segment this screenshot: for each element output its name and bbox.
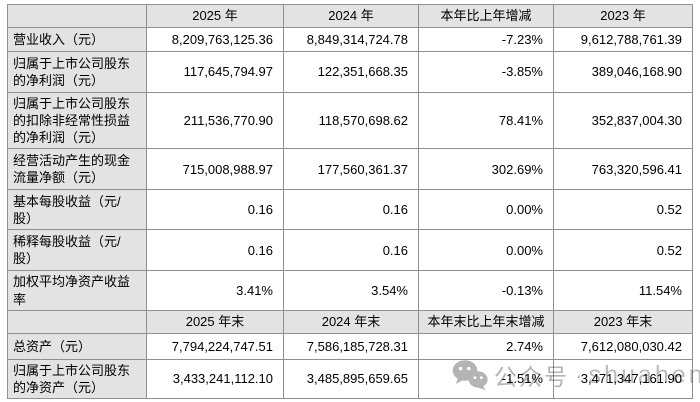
value-cell: 8,209,763,125.36 bbox=[146, 27, 284, 52]
table-row: 归属于上市公司股东的净利润（元） 117,645,794.97 122,351,66… bbox=[7, 51, 693, 93]
column-header: 2025 年末 bbox=[146, 309, 284, 334]
value-cell: -3.85% bbox=[418, 51, 554, 93]
value-cell: 7,794,224,747.51 bbox=[146, 332, 284, 360]
value-cell: 715,008,988.97 bbox=[146, 148, 284, 191]
column-header: 2024 年末 bbox=[283, 309, 419, 334]
column-header: 2025 年 bbox=[146, 4, 284, 28]
value-cell: 3,485,895,659.65 bbox=[283, 358, 419, 400]
table-row: 加权平均净资产收益率 3.41% 3.54% -0.13% 11.54% bbox=[7, 270, 693, 311]
value-cell: 0.52 bbox=[553, 229, 693, 272]
value-cell: 389,046,168.90 bbox=[553, 51, 693, 93]
table-row: 归属于上市公司股东的净资产（元） 3,433,241,112.10 3,485,89… bbox=[7, 358, 693, 400]
value-cell: 117,645,794.97 bbox=[146, 51, 284, 93]
value-cell: 118,570,698.62 bbox=[283, 91, 419, 150]
value-cell: 352,837,004.30 bbox=[553, 91, 693, 150]
value-cell: 3,433,241,112.10 bbox=[146, 358, 284, 400]
header-row: 2025 年 2024 年本年比上年增减 2023 年 bbox=[7, 4, 693, 28]
value-cell: 0.00% bbox=[418, 229, 554, 272]
value-cell: -7.23% bbox=[418, 27, 554, 52]
corner-cell bbox=[7, 309, 147, 334]
table-row: 归属于上市公司股东的扣除非经常性损益的净利润（元） 211,536,770.90 1… bbox=[7, 91, 693, 150]
row-label-cell: 归属于上市公司股东的扣除非经常性损益的净利润（元） bbox=[7, 91, 147, 150]
value-cell: 9,612,788,761.39 bbox=[553, 27, 693, 52]
table-row: 基本每股收益（元/股） 0.16 0.16 0.00% 0.52 bbox=[7, 189, 693, 231]
financial-summary-table: 2025 年 2024 年本年比上年增减 2023 年营业收入（元） 8,209,76… bbox=[7, 4, 693, 400]
value-cell: -1.51% bbox=[418, 358, 554, 400]
value-cell: 177,560,361.37 bbox=[283, 148, 419, 191]
table-row: 经营活动产生的现金流量净额（元） 715,008,988.97 177,560,36… bbox=[7, 148, 693, 191]
value-cell: 763,320,596.41 bbox=[553, 148, 693, 191]
value-cell: -0.13% bbox=[418, 270, 554, 311]
row-label-cell: 营业收入（元） bbox=[7, 27, 147, 52]
value-cell: 0.16 bbox=[283, 229, 419, 272]
value-cell: 2.74% bbox=[418, 332, 554, 360]
column-header: 2023 年 bbox=[553, 4, 693, 28]
column-header: 2024 年 bbox=[283, 4, 419, 28]
header-row: 2025 年末 2024 年末 本年末比上年末增减 2023 年末 bbox=[7, 309, 693, 334]
value-cell: 122,351,668.35 bbox=[283, 51, 419, 93]
row-label-cell: 加权平均净资产收益率 bbox=[7, 270, 147, 311]
table-row: 总资产（元） 7,794,224,747.51 7,586,185,728.31 2.… bbox=[7, 332, 693, 360]
row-label-cell: 归属于上市公司股东的净利润（元） bbox=[7, 51, 147, 93]
row-label-cell: 经营活动产生的现金流量净额（元） bbox=[7, 148, 147, 191]
row-label-cell: 基本每股收益（元/股） bbox=[7, 189, 147, 231]
row-label-cell: 稀释每股收益（元/股） bbox=[7, 229, 147, 272]
value-cell: 0.16 bbox=[146, 229, 284, 272]
value-cell: 211,536,770.90 bbox=[146, 91, 284, 150]
value-cell: 0.00% bbox=[418, 189, 554, 231]
value-cell: 78.41% bbox=[418, 91, 554, 150]
table-row: 稀释每股收益（元/股） 0.16 0.16 0.00% 0.52 bbox=[7, 229, 693, 272]
row-label-cell: 归属于上市公司股东的净资产（元） bbox=[7, 358, 147, 400]
value-cell: 0.52 bbox=[553, 189, 693, 231]
value-cell: 0.16 bbox=[146, 189, 284, 231]
column-header: 2023 年末 bbox=[553, 309, 693, 334]
value-cell: 7,586,185,728.31 bbox=[283, 332, 419, 360]
value-cell: 3,471,347,161.90 bbox=[553, 358, 693, 400]
table-row: 营业收入（元） 8,209,763,125.36 8,849,314,724.78-… bbox=[7, 27, 693, 52]
row-label-cell: 总资产（元） bbox=[7, 332, 147, 360]
value-cell: 11.54% bbox=[553, 270, 693, 311]
value-cell: 3.41% bbox=[146, 270, 284, 311]
column-header: 本年末比上年末增减 bbox=[418, 309, 554, 334]
value-cell: 3.54% bbox=[283, 270, 419, 311]
value-cell: 8,849,314,724.78 bbox=[283, 27, 419, 52]
value-cell: 7,612,080,030.42 bbox=[553, 332, 693, 360]
value-cell: 302.69% bbox=[418, 148, 554, 191]
corner-cell bbox=[7, 4, 147, 28]
value-cell: 0.16 bbox=[283, 189, 419, 231]
column-header: 本年比上年增减 bbox=[418, 4, 554, 28]
